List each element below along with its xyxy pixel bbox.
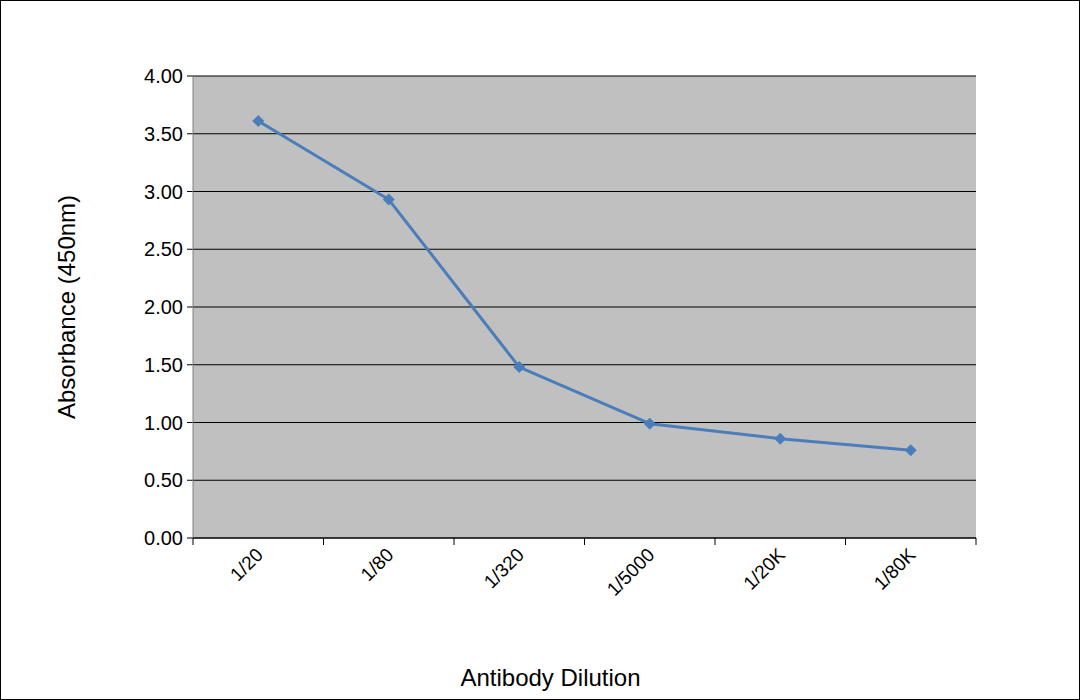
y-tick bbox=[187, 364, 193, 365]
chart-frame bbox=[1, 1, 1080, 700]
data-point bbox=[644, 418, 656, 430]
x-tick-label: 1/20 bbox=[226, 544, 267, 585]
y-tick bbox=[187, 249, 193, 250]
data-point bbox=[252, 115, 264, 127]
y-tick bbox=[187, 133, 193, 134]
grid-line bbox=[193, 133, 976, 134]
y-tick-label: 2.50 bbox=[144, 238, 183, 260]
x-tick-label: 1/20K bbox=[739, 544, 789, 594]
y-tick-label: 0.00 bbox=[144, 527, 183, 549]
x-axis-title: Antibody Dilution bbox=[460, 664, 640, 691]
grid-line bbox=[193, 364, 976, 365]
y-tick bbox=[187, 480, 193, 481]
y-tick bbox=[187, 422, 193, 423]
x-tick-label: 1/80K bbox=[870, 544, 920, 594]
y-tick-label: 1.50 bbox=[144, 354, 183, 376]
y-tick bbox=[187, 307, 193, 308]
x-tick-label: 1/5000 bbox=[603, 544, 659, 600]
series-group bbox=[252, 115, 917, 456]
data-point bbox=[905, 444, 917, 456]
x-tick bbox=[584, 538, 585, 545]
series-line bbox=[258, 121, 911, 450]
x-tick-label: 1/80 bbox=[357, 544, 398, 585]
y-tick bbox=[187, 76, 193, 77]
x-tick bbox=[454, 538, 455, 545]
data-point bbox=[383, 194, 395, 206]
y-axis bbox=[193, 76, 194, 538]
grid-line bbox=[193, 76, 976, 77]
grid-line bbox=[193, 191, 976, 192]
y-tick-label: 3.00 bbox=[144, 181, 183, 203]
data-point bbox=[513, 361, 525, 373]
y-tick-label: 1.00 bbox=[144, 412, 183, 434]
y-axis-title: Absorbance (450nm) bbox=[53, 195, 80, 419]
x-tick bbox=[323, 538, 324, 545]
y-tick bbox=[187, 538, 193, 539]
plot-area bbox=[193, 76, 976, 538]
y-tick-label: 3.50 bbox=[144, 123, 183, 145]
data-point bbox=[774, 433, 786, 445]
grid-line bbox=[193, 480, 976, 481]
grid-line bbox=[193, 422, 976, 423]
x-tick bbox=[976, 538, 977, 545]
x-tick bbox=[193, 538, 194, 545]
x-tick bbox=[715, 538, 716, 545]
grid-line bbox=[193, 249, 976, 250]
grid-line bbox=[193, 307, 976, 308]
chart: 0.00 0.50 1.00 1.50 2.00 2.50 3.00 3.50 4.00 1/20… bbox=[0, 0, 1080, 700]
y-tick-label: 2.00 bbox=[144, 296, 183, 318]
y-tick-label: 4.00 bbox=[144, 65, 183, 87]
x-tick-label: 1/320 bbox=[480, 544, 528, 592]
y-tick bbox=[187, 191, 193, 192]
x-tick bbox=[845, 538, 846, 545]
y-tick-label: 0.50 bbox=[144, 469, 183, 491]
